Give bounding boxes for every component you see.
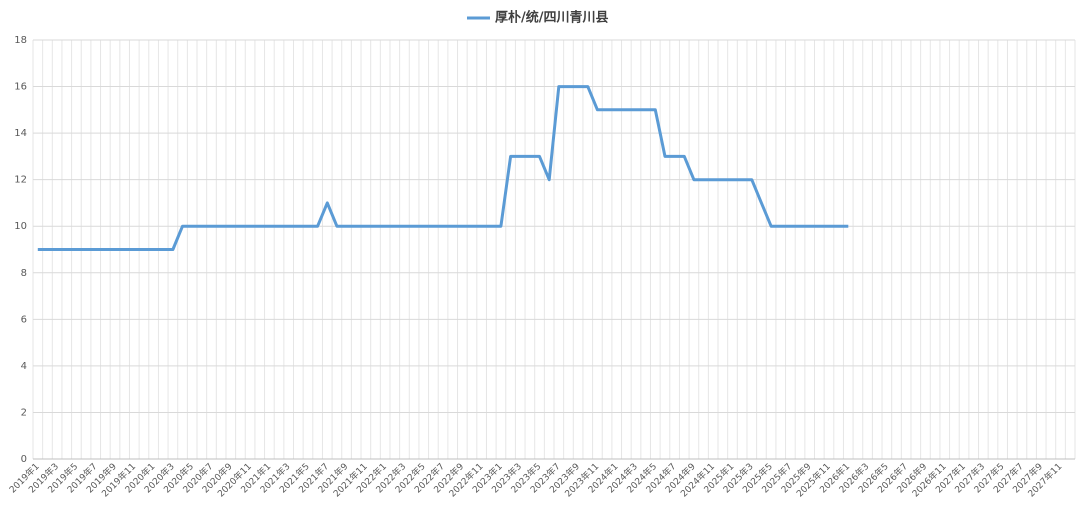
y-tick-label: 18 <box>14 35 27 46</box>
y-tick-label: 12 <box>14 175 27 186</box>
y-tick-label: 10 <box>14 221 27 232</box>
y-tick-label: 2 <box>21 407 27 418</box>
legend-label: 厚朴/统/四川青川县 <box>495 10 609 26</box>
y-tick-label: 14 <box>14 128 27 139</box>
y-tick-label: 8 <box>21 268 27 279</box>
y-tick-label: 4 <box>21 361 27 372</box>
series-line <box>37 85 849 251</box>
y-tick-label: 6 <box>21 314 27 325</box>
y-tick-label: 0 <box>21 454 27 465</box>
y-tick-label: 16 <box>14 82 27 93</box>
